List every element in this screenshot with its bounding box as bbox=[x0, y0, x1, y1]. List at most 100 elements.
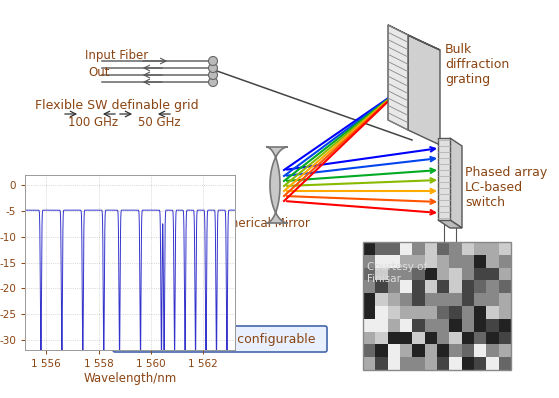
Bar bbox=[425, 293, 437, 306]
Bar bbox=[474, 306, 486, 319]
Bar bbox=[449, 255, 462, 267]
Bar bbox=[437, 255, 449, 267]
Circle shape bbox=[209, 78, 217, 86]
Bar bbox=[413, 281, 425, 293]
X-axis label: Wavelength/nm: Wavelength/nm bbox=[83, 372, 177, 385]
Bar bbox=[449, 319, 462, 332]
Bar bbox=[363, 306, 375, 319]
Bar bbox=[499, 281, 511, 293]
Bar bbox=[363, 267, 375, 281]
Bar bbox=[474, 242, 486, 255]
Bar bbox=[486, 357, 499, 370]
Bar bbox=[437, 344, 449, 357]
Bar bbox=[375, 319, 388, 332]
Bar bbox=[425, 344, 437, 357]
Bar bbox=[474, 267, 486, 281]
Bar bbox=[413, 255, 425, 267]
Bar bbox=[462, 332, 474, 344]
Bar bbox=[375, 255, 388, 267]
Bar bbox=[375, 293, 388, 306]
Bar bbox=[363, 293, 375, 306]
Bar bbox=[375, 242, 388, 255]
Bar bbox=[413, 344, 425, 357]
Bar bbox=[425, 357, 437, 370]
Bar bbox=[499, 255, 511, 267]
Bar bbox=[437, 293, 449, 306]
Text: LCOS-chip is fully configurable: LCOS-chip is fully configurable bbox=[124, 332, 316, 345]
Polygon shape bbox=[408, 35, 440, 145]
Bar bbox=[400, 332, 413, 344]
Bar bbox=[400, 344, 413, 357]
Bar bbox=[462, 267, 474, 281]
Bar bbox=[437, 319, 449, 332]
Circle shape bbox=[209, 70, 217, 80]
Text: Flexible SW definable grid: Flexible SW definable grid bbox=[35, 98, 198, 111]
Bar bbox=[413, 267, 425, 281]
Bar bbox=[400, 242, 413, 255]
Bar bbox=[437, 332, 449, 344]
Bar bbox=[437, 281, 449, 293]
Polygon shape bbox=[438, 138, 450, 220]
Polygon shape bbox=[388, 25, 408, 130]
Bar bbox=[425, 242, 437, 255]
Bar bbox=[449, 306, 462, 319]
Bar bbox=[388, 242, 400, 255]
Bar bbox=[363, 242, 375, 255]
Bar bbox=[437, 357, 449, 370]
Bar bbox=[486, 332, 499, 344]
Bar bbox=[499, 319, 511, 332]
Text: Out: Out bbox=[88, 66, 110, 78]
Polygon shape bbox=[266, 147, 288, 223]
Bar bbox=[462, 281, 474, 293]
Bar bbox=[486, 306, 499, 319]
Bar bbox=[413, 293, 425, 306]
Bar bbox=[388, 306, 400, 319]
Bar bbox=[363, 344, 375, 357]
Polygon shape bbox=[450, 138, 462, 228]
Bar bbox=[363, 255, 375, 267]
Bar bbox=[413, 306, 425, 319]
Bar bbox=[499, 344, 511, 357]
Bar bbox=[425, 319, 437, 332]
Bar bbox=[388, 344, 400, 357]
Text: 50 GHz: 50 GHz bbox=[138, 115, 181, 129]
Bar bbox=[400, 255, 413, 267]
Circle shape bbox=[209, 64, 217, 72]
Bar bbox=[363, 281, 375, 293]
Bar bbox=[388, 293, 400, 306]
Bar bbox=[388, 255, 400, 267]
Bar bbox=[375, 306, 388, 319]
Polygon shape bbox=[438, 220, 462, 228]
Bar bbox=[449, 242, 462, 255]
Bar bbox=[413, 357, 425, 370]
Bar bbox=[400, 306, 413, 319]
Bar bbox=[462, 357, 474, 370]
Bar bbox=[462, 344, 474, 357]
Bar bbox=[499, 293, 511, 306]
Bar bbox=[499, 242, 511, 255]
Circle shape bbox=[209, 57, 217, 66]
Bar bbox=[400, 281, 413, 293]
Bar bbox=[437, 306, 449, 319]
Bar bbox=[449, 267, 462, 281]
Bar bbox=[363, 242, 511, 370]
Bar bbox=[474, 357, 486, 370]
Bar bbox=[425, 332, 437, 344]
Bar bbox=[462, 255, 474, 267]
Bar bbox=[499, 332, 511, 344]
Bar bbox=[375, 357, 388, 370]
FancyBboxPatch shape bbox=[113, 326, 327, 352]
Bar bbox=[486, 267, 499, 281]
Bar bbox=[462, 319, 474, 332]
Bar bbox=[425, 255, 437, 267]
Bar bbox=[499, 306, 511, 319]
Bar bbox=[499, 357, 511, 370]
Bar bbox=[474, 255, 486, 267]
Bar bbox=[486, 293, 499, 306]
Bar bbox=[400, 267, 413, 281]
Bar bbox=[363, 332, 375, 344]
Bar bbox=[425, 306, 437, 319]
Bar bbox=[437, 242, 449, 255]
Bar bbox=[363, 319, 375, 332]
Text: 100 GHz: 100 GHz bbox=[68, 115, 118, 129]
